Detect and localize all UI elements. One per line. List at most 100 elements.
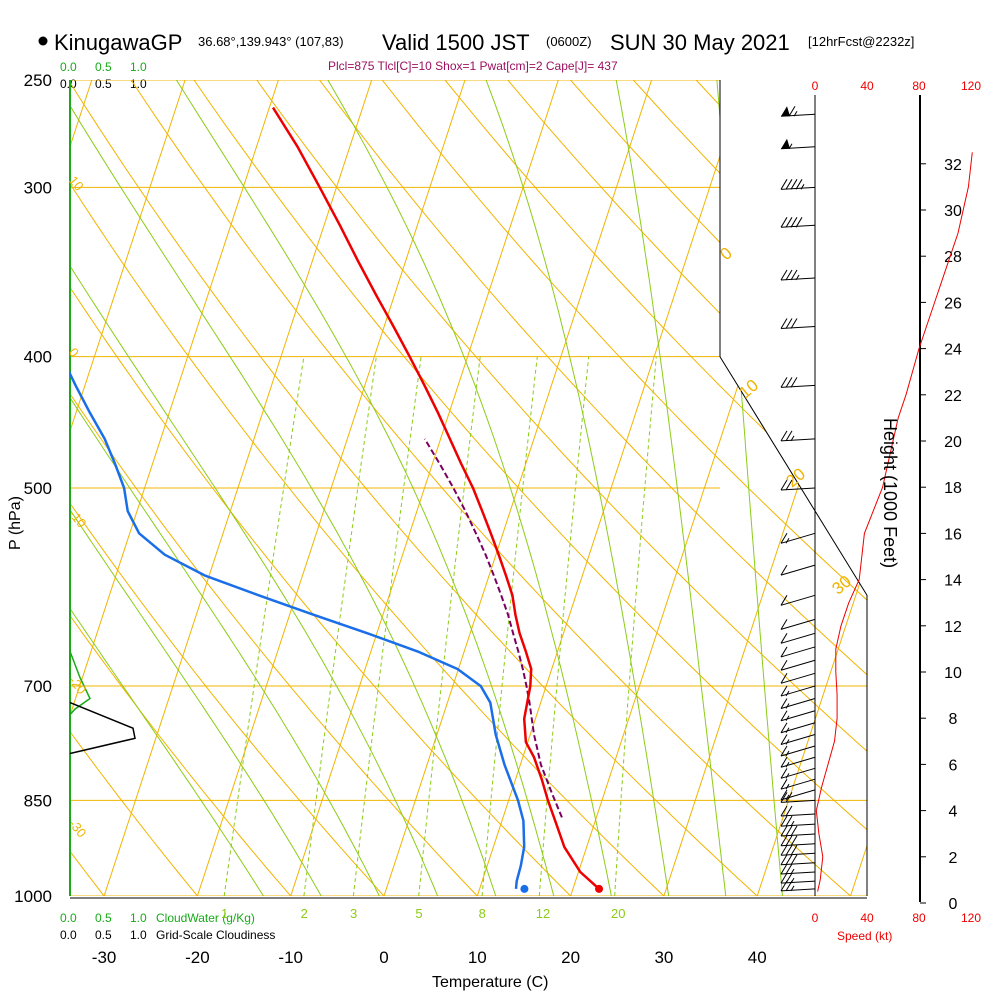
mixing-ratio-label: 20 xyxy=(611,906,625,921)
barb-half xyxy=(785,773,790,779)
barb-full xyxy=(780,269,788,281)
cloud-water-line xyxy=(69,651,91,716)
temperature-tick-label: -30 xyxy=(92,948,117,967)
mixing-ratio-label: 12 xyxy=(536,906,550,921)
wind-barb xyxy=(780,138,816,150)
barb-full xyxy=(780,854,788,865)
barb-full xyxy=(785,269,793,281)
temperature-tick-label: 30 xyxy=(654,948,673,967)
wind-barb xyxy=(780,845,816,856)
barb-full xyxy=(780,646,788,658)
barb-full xyxy=(780,835,788,846)
barb-staff xyxy=(780,594,816,606)
barb-full xyxy=(780,533,788,544)
barb-full xyxy=(780,768,788,779)
station-marker-icon xyxy=(38,36,48,46)
moist-adiabat-line xyxy=(70,80,394,896)
barb-half xyxy=(785,703,790,709)
dry-adiabat-line xyxy=(70,80,506,896)
barb-full xyxy=(780,633,788,644)
valid-time: Valid 1500 JST xyxy=(382,30,530,55)
cloud-scale-bottom: 0.0 0.5 1.0 CloudWater (g/Kg) 0.0 0.5 1.… xyxy=(60,911,275,942)
barb-full xyxy=(780,564,788,576)
height-tick-label: 20 xyxy=(944,434,962,451)
mixing-ratio-line xyxy=(303,356,377,896)
cloudiness-line xyxy=(69,701,136,755)
barb-full xyxy=(780,479,788,491)
cloud-water-tick: 1.0 xyxy=(130,911,147,925)
indices-line: Plcl=875 Tlcl[C]=10 Shox=1 Pwat[cm]=2 Ca… xyxy=(328,59,618,73)
dewpoint-line xyxy=(70,107,526,890)
wind-barb xyxy=(780,618,816,630)
wind-barb xyxy=(780,269,816,281)
cloud-water-tick: 0.5 xyxy=(95,911,112,925)
barb-full xyxy=(785,845,793,856)
barb-staff xyxy=(780,659,816,671)
isotherm-line xyxy=(663,80,867,896)
axis-labels: Temperature (C) P (hPa) Height (1000 Fee… xyxy=(7,418,900,991)
wind-barb xyxy=(780,318,816,329)
barb-half xyxy=(788,143,793,149)
moist-adiabat-line xyxy=(611,80,730,896)
barb-full xyxy=(785,835,793,846)
barb-half xyxy=(790,435,795,442)
barb-full xyxy=(780,745,788,757)
dry-adiabat-line xyxy=(70,80,600,896)
barb-half xyxy=(790,885,795,892)
mixing-ratio-line xyxy=(481,356,538,896)
moist-adiabat-label: 20 xyxy=(782,464,809,491)
wind-barb xyxy=(780,594,816,606)
moist-adiabat-line xyxy=(160,80,562,896)
dry-adiabat-line xyxy=(487,80,867,896)
cloudiness-tick: 1.0 xyxy=(130,77,147,91)
wind-barb xyxy=(780,377,816,388)
barb-full xyxy=(785,825,793,837)
wind-barb xyxy=(780,835,816,847)
barb-staff xyxy=(780,646,816,658)
wind-barb xyxy=(780,825,816,837)
barb-full xyxy=(790,377,798,388)
pressure-tick-label: 850 xyxy=(24,791,52,810)
x-axis-label: Temperature (C) xyxy=(432,974,548,991)
barb-full xyxy=(790,269,798,281)
barb-half xyxy=(790,877,795,884)
height-tick-label: 16 xyxy=(944,526,962,543)
barb-full xyxy=(785,318,793,329)
temperature-tick-label: 20 xyxy=(561,948,580,967)
pressure-tick-label: 400 xyxy=(24,348,52,367)
wind-barb xyxy=(780,805,816,817)
pressure-tick-label: 700 xyxy=(24,677,52,696)
wind-barb xyxy=(780,106,816,117)
barb-full xyxy=(780,710,788,722)
cloud-water-tick: 0.0 xyxy=(60,60,77,74)
wind-barb xyxy=(780,685,816,697)
parcel-line xyxy=(423,438,563,818)
wind-barb xyxy=(780,722,816,734)
wind-barb xyxy=(780,854,816,866)
wind-barb xyxy=(780,745,816,757)
barb-half xyxy=(785,761,790,768)
cloudiness-tick: 1.0 xyxy=(130,928,147,942)
wind-barb xyxy=(780,698,816,710)
cloud-scale-top: 0.0 0.5 1.0 0.0 0.5 1.0 xyxy=(60,60,147,91)
isotherm-line xyxy=(756,80,867,896)
wind-barb xyxy=(780,672,816,684)
dry-adiabat-line xyxy=(70,80,222,896)
isotherm-line xyxy=(290,80,559,896)
barb-full xyxy=(785,217,793,228)
moist-adiabat-line xyxy=(313,80,618,896)
barb-full xyxy=(780,217,788,228)
mixing-ratio-line xyxy=(223,356,305,896)
isotherm-line xyxy=(70,80,186,896)
barb-half xyxy=(795,274,800,281)
barb-full xyxy=(780,673,788,684)
barb-full xyxy=(780,805,788,817)
barb-full xyxy=(788,106,796,117)
dry-adiabat-line xyxy=(425,80,867,896)
wind-barb xyxy=(780,733,816,745)
dry-adiabat-line xyxy=(70,80,127,896)
forecast-info: [12hrFcst@2232z] xyxy=(808,34,914,49)
temperature-tick-label: 0 xyxy=(379,948,388,967)
dry-adiabat-line xyxy=(611,80,867,896)
moist-adiabat-line xyxy=(70,80,282,896)
